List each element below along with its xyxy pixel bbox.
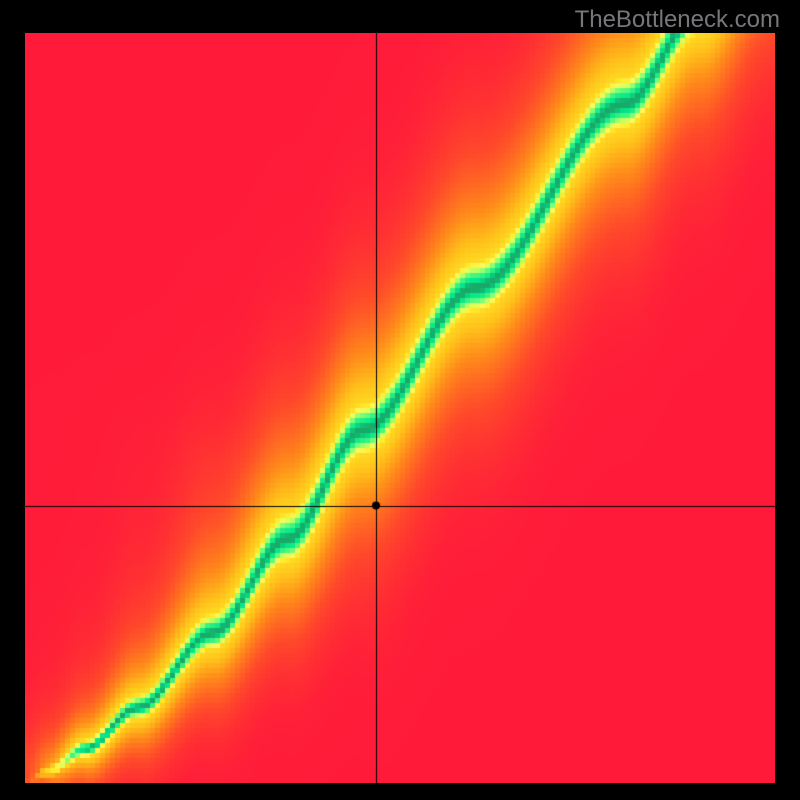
- watermark-text: TheBottleneck.com: [575, 6, 780, 34]
- bottleneck-heatmap: [25, 33, 775, 783]
- chart-container: TheBottleneck.com: [0, 0, 800, 800]
